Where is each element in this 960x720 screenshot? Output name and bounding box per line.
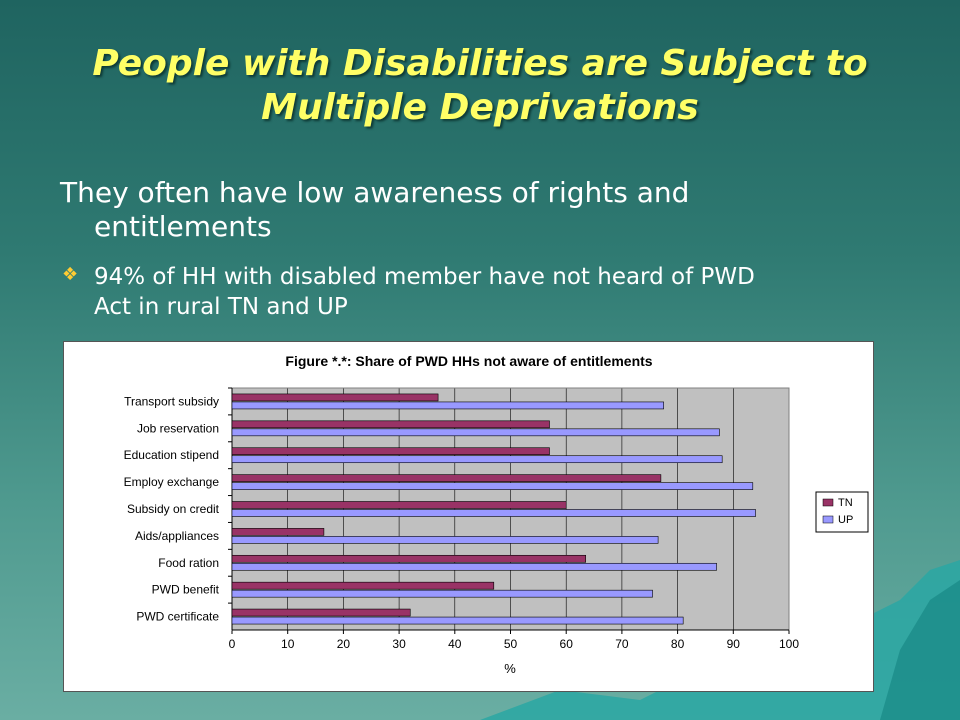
category-label: PWD benefit — [152, 583, 220, 597]
body-line-2: entitlements — [94, 210, 272, 243]
bar-tn — [231, 608, 411, 617]
x-tick-labels: 0 10 20 30 40 50 60 70 80 90 100 — [229, 637, 800, 651]
bullet-line-1: 94% of HH with disabled member have not … — [94, 264, 755, 290]
bar-chart: Figure *.*: Share of PWD HHs not aware o… — [124, 353, 869, 676]
category-label: Food ration — [158, 556, 219, 570]
bar-up — [231, 536, 659, 544]
category-label: Employ exchange — [124, 475, 220, 489]
bullet-line-2: Act in rural TN and UP — [94, 294, 348, 320]
bar-tn — [231, 528, 325, 536]
gridlines — [228, 387, 790, 634]
bullet-item: ❖ 94% of HH with disabled member have no… — [62, 262, 922, 322]
bar-up — [231, 401, 664, 410]
category-labels: Transport subsidy Job reservation Educatio… — [124, 394, 220, 623]
category-label: Transport subsidy — [124, 394, 219, 408]
bar-up — [231, 482, 754, 490]
diamond-bullet-icon: ❖ — [62, 264, 79, 285]
x-axis-label: % — [504, 661, 516, 676]
x-tick-label: 30 — [392, 637, 406, 651]
legend-label-tn: TN — [838, 497, 853, 509]
bar-up — [231, 428, 720, 437]
x-tick-label: 40 — [448, 637, 462, 651]
bar-tn — [231, 420, 550, 429]
bar-tn — [231, 581, 495, 590]
x-tick-label: 20 — [337, 637, 351, 651]
legend: TN UP — [815, 491, 869, 533]
category-label: Subsidy on credit — [127, 502, 220, 516]
bar-up — [231, 616, 684, 625]
category-label: Education stipend — [124, 448, 219, 462]
bar-up — [231, 509, 756, 517]
legend-swatch-tn — [822, 498, 834, 507]
bar-up — [231, 589, 653, 598]
bar-tn — [231, 474, 662, 482]
x-tick-label: 90 — [727, 637, 741, 651]
x-tick-label: 60 — [560, 637, 574, 651]
bar-tn — [231, 501, 567, 509]
title-line-1: People with Disabilities are Subject to — [92, 43, 868, 84]
slide-title: People with Disabilities are Subject to … — [40, 42, 920, 130]
title-line-2: Multiple Deprivations — [261, 87, 699, 128]
bar-tn — [231, 554, 586, 563]
body-text: They often have low awareness of rights … — [60, 176, 920, 244]
bar-tn — [231, 393, 439, 402]
x-tick-label: 50 — [504, 637, 518, 651]
legend-frame — [815, 491, 869, 533]
category-label: Aids/appliances — [135, 529, 219, 543]
body-line-1: They often have low awareness of rights … — [60, 176, 690, 209]
x-tick-label: 0 — [229, 637, 236, 651]
bar-up — [231, 455, 723, 464]
chart-title: Figure *.*: Share of PWD HHs not aware o… — [285, 353, 652, 369]
legend-label-up: UP — [838, 514, 853, 526]
legend-swatch-up — [822, 515, 834, 524]
x-tick-label: 10 — [281, 637, 295, 651]
x-tick-label: 70 — [615, 637, 629, 651]
x-tick-label: 80 — [671, 637, 685, 651]
x-tick-label: 100 — [779, 637, 799, 651]
chart-container: Figure *.*: Share of PWD HHs not aware o… — [63, 341, 874, 692]
bar-tn — [231, 447, 550, 456]
category-label: Job reservation — [137, 421, 219, 435]
bars — [231, 393, 756, 625]
bar-up — [231, 562, 717, 571]
category-label: PWD certificate — [136, 610, 219, 624]
